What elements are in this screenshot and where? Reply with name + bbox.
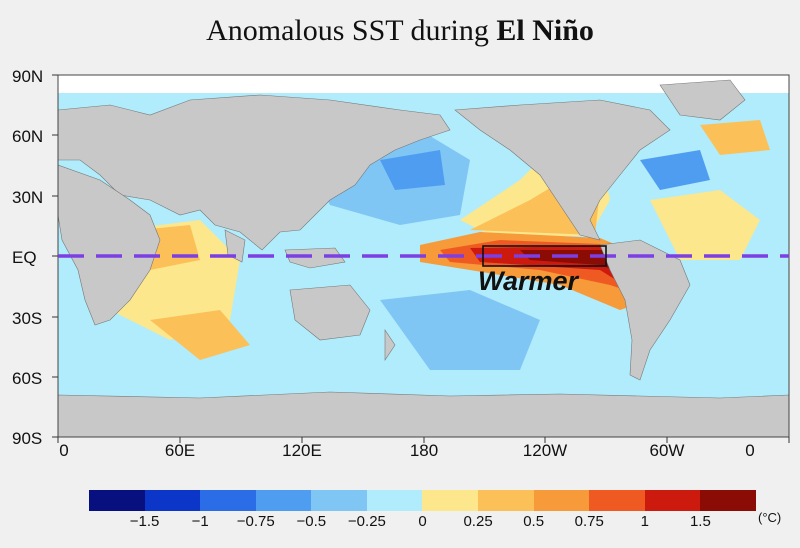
colorbar-swatch bbox=[589, 490, 645, 511]
s-indian-warm bbox=[150, 310, 250, 360]
lon-label: 120E bbox=[282, 441, 322, 460]
colorbar-swatch bbox=[255, 490, 312, 511]
lat-label: 60N bbox=[12, 127, 44, 146]
colorbar-swatch bbox=[422, 490, 479, 511]
colorbar-swatch bbox=[144, 490, 201, 511]
africa bbox=[58, 164, 161, 326]
colorbar-tick-label: 0.5 bbox=[523, 513, 545, 530]
colorbar-swatch bbox=[89, 490, 145, 511]
colorbar-tick-label: 1.5 bbox=[689, 513, 711, 530]
colorbar bbox=[89, 490, 756, 511]
colorbar-tick-label: −0.75 bbox=[236, 513, 275, 530]
lon-label: 180 bbox=[409, 441, 439, 460]
colorbar-swatch bbox=[311, 490, 367, 511]
colorbar-tick-label: −1 bbox=[191, 513, 209, 530]
lon-label: 0 bbox=[59, 441, 69, 460]
lat-label: 60S bbox=[12, 369, 43, 388]
n-atlantic-cool bbox=[640, 150, 710, 190]
axis-ticks bbox=[52, 74, 790, 443]
n-atlantic-warm bbox=[700, 120, 770, 155]
australia bbox=[289, 284, 371, 341]
nino-region-box bbox=[482, 245, 607, 267]
antarctica bbox=[58, 391, 789, 437]
lat-label: 30S bbox=[12, 309, 43, 328]
colorbar-tick-label: −0.25 bbox=[347, 513, 386, 530]
title-prefix: Anomalous SST during bbox=[206, 14, 497, 47]
land-masses bbox=[58, 79, 789, 437]
lon-label: 120W bbox=[522, 441, 568, 460]
colorbar-unit: (°C) bbox=[758, 510, 782, 525]
nw-pacific-cooler bbox=[380, 150, 445, 190]
colorbar-swatch bbox=[200, 490, 256, 511]
lon-label: 60W bbox=[649, 441, 685, 460]
new-zealand bbox=[384, 329, 396, 361]
warmer-annotation: Warmer bbox=[478, 266, 579, 296]
colorbar-tick-label: 0 bbox=[418, 513, 427, 530]
lon-label: 60E bbox=[164, 441, 196, 460]
colorbar-swatch bbox=[700, 490, 756, 511]
india bbox=[224, 229, 246, 263]
colorbar-tick-label: 1 bbox=[640, 513, 649, 530]
lat-label: 90S bbox=[12, 429, 43, 448]
lat-label: EQ bbox=[12, 248, 37, 267]
lon-label: 0 bbox=[745, 441, 755, 460]
arctic-ice bbox=[58, 75, 789, 93]
colorbar-swatch bbox=[366, 490, 423, 511]
s-pacific-cool bbox=[380, 290, 540, 370]
colorbar-swatch bbox=[644, 490, 701, 511]
lat-label: 90N bbox=[12, 67, 44, 86]
colorbar-tick-label: −1.5 bbox=[129, 513, 160, 530]
colorbar-tick-label: 0.25 bbox=[463, 513, 493, 530]
title-emphasis: El Niño bbox=[496, 14, 594, 47]
indonesia bbox=[284, 247, 346, 269]
colorbar-swatch bbox=[533, 490, 590, 511]
colorbar-tick-label: 0.75 bbox=[574, 513, 604, 530]
map-title: Anomalous SST during El Niño bbox=[0, 14, 800, 48]
north-america bbox=[454, 99, 671, 241]
colorbar-swatch bbox=[478, 490, 534, 511]
lat-label: 30N bbox=[12, 188, 44, 207]
colorbar-tick-label: −0.5 bbox=[296, 513, 327, 530]
atlantic-warm bbox=[650, 190, 760, 260]
eurasia bbox=[58, 94, 451, 251]
greenland bbox=[659, 79, 746, 121]
